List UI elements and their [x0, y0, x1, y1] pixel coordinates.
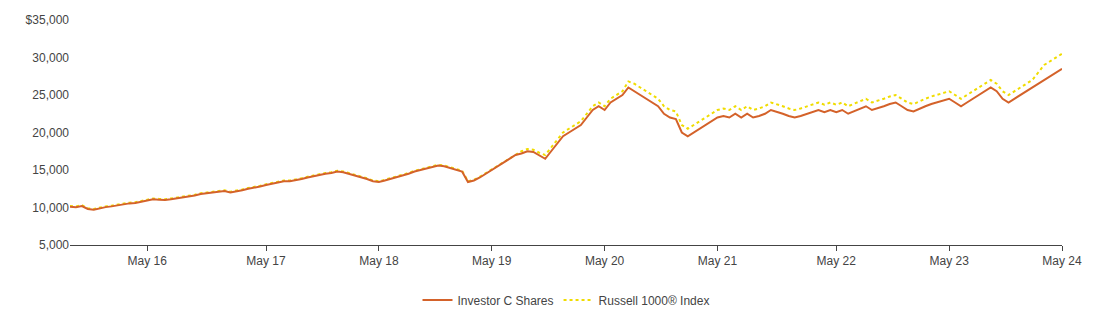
svg-text:May 17: May 17	[246, 254, 286, 268]
svg-text:Russell 1000® Index: Russell 1000® Index	[599, 294, 710, 308]
svg-text:20,000: 20,000	[32, 126, 69, 140]
svg-text:May 23: May 23	[929, 254, 969, 268]
svg-text:25,000: 25,000	[32, 88, 69, 102]
svg-text:30,000: 30,000	[32, 51, 69, 65]
svg-text:May 16: May 16	[128, 254, 168, 268]
svg-text:May 19: May 19	[472, 254, 512, 268]
svg-text:15,000: 15,000	[32, 163, 69, 177]
svg-text:May 24: May 24	[1042, 254, 1082, 268]
svg-text:May 20: May 20	[585, 254, 625, 268]
svg-text:May 21: May 21	[698, 254, 738, 268]
svg-text:$35,000: $35,000	[26, 13, 70, 27]
svg-text:5,000: 5,000	[39, 238, 69, 252]
svg-text:May 22: May 22	[817, 254, 857, 268]
svg-text:Investor C Shares: Investor C Shares	[458, 294, 554, 308]
svg-text:10,000: 10,000	[32, 201, 69, 215]
svg-text:May 18: May 18	[359, 254, 399, 268]
